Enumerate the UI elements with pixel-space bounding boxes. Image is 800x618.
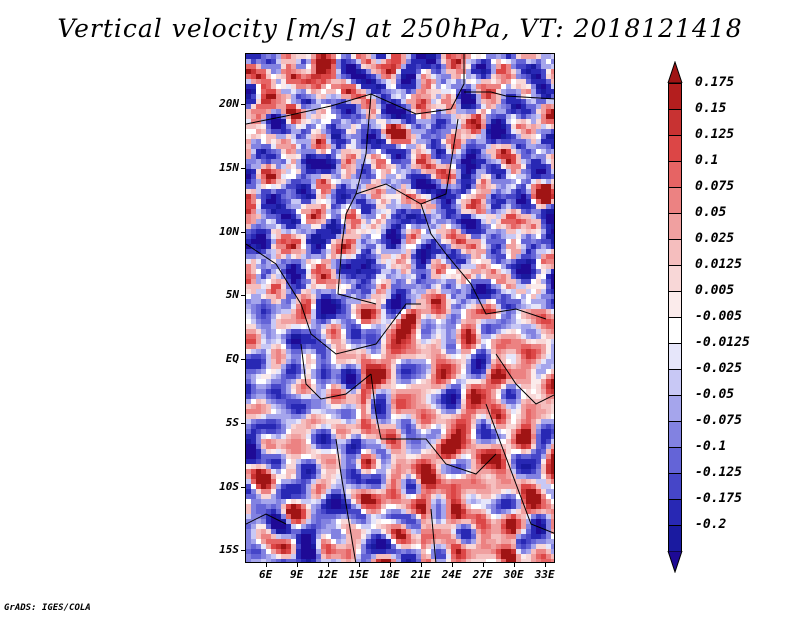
lat-tick-label: 20N	[219, 97, 239, 110]
colorbar-label: -0.005	[695, 309, 742, 324]
colorbar-label: 0.175	[695, 75, 735, 90]
lon-tick-mark	[451, 563, 453, 567]
map-canvas	[246, 54, 554, 562]
lon-tick-label: 27E	[472, 568, 493, 581]
colorbar-swatch	[668, 317, 682, 344]
colorbar-swatch	[668, 421, 682, 448]
lon-tick-mark	[420, 563, 422, 567]
colorbar-swatch	[668, 109, 682, 136]
lon-tick-mark	[265, 563, 267, 567]
lon-tick-label: 9E	[290, 568, 304, 581]
lon-tick-label: 30E	[503, 568, 524, 581]
lon-tick-label: 12E	[317, 568, 338, 581]
lat-tick-mark	[241, 295, 245, 297]
colorbar-label: 0.05	[695, 205, 727, 220]
colorbar-label: -0.05	[695, 387, 735, 402]
colorbar-label: 0.125	[695, 127, 735, 142]
velocity-map	[245, 53, 555, 563]
lat-tick-label: 5S	[225, 415, 239, 429]
colorbar-swatch	[668, 239, 682, 266]
colorbar-label: -0.075	[695, 413, 742, 428]
colorbar-bottom-arrow	[667, 551, 683, 573]
lat-tick-label: 5N	[225, 288, 239, 302]
lat-tick-mark	[241, 167, 245, 169]
lat-tick-mark	[241, 550, 245, 552]
colorbar-top-arrow	[667, 61, 683, 83]
velocity-field	[246, 54, 554, 562]
lon-tick-label: 21E	[410, 568, 431, 581]
colorbar-swatch	[668, 135, 682, 162]
colorbar-label: 0.0125	[695, 257, 742, 272]
colorbar-label: -0.025	[695, 361, 742, 376]
colorbar-label: -0.1	[695, 439, 727, 454]
colorbar-label: 0.1	[695, 153, 719, 168]
colorbar-swatch	[668, 161, 682, 188]
colorbar-label: 0.075	[695, 179, 735, 194]
lon-tick-label: 6E	[259, 568, 273, 581]
lon-tick-label: 15E	[348, 568, 369, 581]
colorbar-swatch	[668, 187, 682, 214]
country-borders	[246, 54, 554, 562]
lon-tick-label: 24E	[441, 568, 462, 581]
lon-tick-mark	[358, 563, 360, 567]
lat-tick-mark	[241, 231, 245, 233]
colorbar-swatch	[668, 395, 682, 422]
lon-tick-label: 18E	[379, 568, 400, 581]
lat-tick-mark	[241, 104, 245, 105]
colorbar-swatch	[668, 525, 682, 552]
lon-tick-mark	[482, 563, 484, 567]
lon-tick-mark	[513, 563, 515, 567]
colorbar-swatch	[668, 369, 682, 396]
colorbar-label: 0.025	[695, 231, 735, 246]
colorbar-label: 0.005	[695, 283, 735, 298]
lat-tick-mark	[241, 359, 245, 360]
colorbar-label: -0.125	[695, 465, 742, 480]
colorbar-swatch	[668, 291, 682, 318]
colorbar-swatch	[668, 83, 682, 110]
lon-tick-label: 33E	[534, 568, 555, 581]
lon-tick-mark	[296, 563, 298, 567]
lat-tick-label: 15S	[219, 543, 239, 557]
colorbar-swatch	[668, 447, 682, 474]
lon-tick-mark	[389, 563, 391, 567]
lon-tick-mark	[327, 563, 329, 567]
lat-tick-label: EQ	[225, 352, 239, 365]
colorbar-swatch	[668, 265, 682, 292]
lat-tick-mark	[241, 486, 245, 488]
colorbar-swatch	[668, 499, 682, 526]
colorbar-swatch	[668, 473, 682, 500]
lat-tick-label: 10S	[219, 479, 239, 493]
lat-tick-label: 15N	[219, 160, 239, 174]
colorbar-label: -0.2	[695, 517, 727, 532]
grads-credit: GrADS: IGES/COLA	[4, 603, 91, 613]
colorbar-label: 0.15	[695, 101, 727, 116]
colorbar-swatch	[668, 343, 682, 370]
colorbar-swatch	[668, 213, 682, 240]
lat-tick-label: 10N	[219, 224, 239, 238]
lat-tick-mark	[241, 422, 245, 424]
colorbar-label: -0.0125	[695, 335, 750, 350]
lon-tick-mark	[544, 563, 546, 567]
colorbar-label: -0.175	[695, 491, 742, 506]
chart-title: Vertical velocity [m/s] at 250hPa, VT: 2…	[57, 14, 743, 43]
